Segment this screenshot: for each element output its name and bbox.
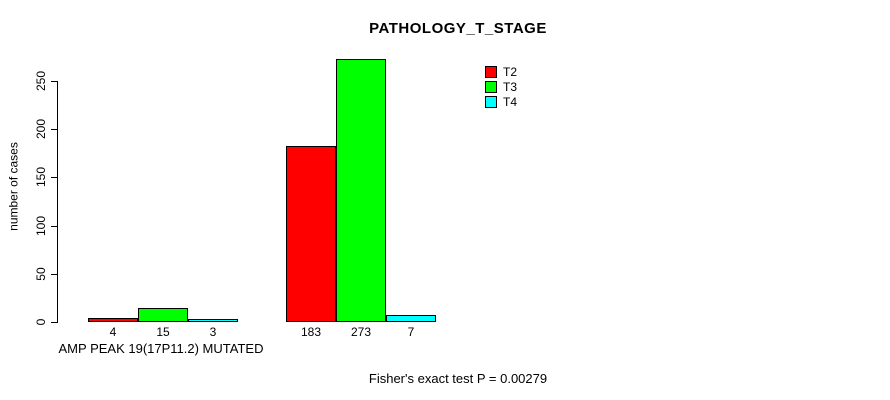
bar-T3-group1 [138, 308, 188, 322]
y-axis-tick [51, 274, 57, 275]
bar-T2-group1 [88, 318, 138, 322]
chart-title: PATHOLOGY_T_STAGE [369, 20, 547, 37]
bar-T2-group2 [286, 146, 336, 322]
y-axis-tick-label: 0 [34, 318, 48, 326]
legend-label: T2 [503, 64, 518, 79]
bar-T3-group2 [336, 59, 386, 322]
bar-value-label: 3 [209, 325, 217, 339]
legend-item-T4: T4 [485, 94, 517, 109]
statistical-test-note: Fisher's exact test P = 0.00279 [368, 371, 548, 386]
bar-value-label: 183 [300, 325, 322, 339]
legend-swatch-T3 [485, 80, 497, 93]
y-axis-tick-label: 150 [34, 166, 48, 188]
bar-value-label: 4 [109, 325, 117, 339]
y-axis-tick [51, 81, 57, 82]
bar-value-label: 15 [156, 325, 170, 339]
legend: T2 T3 T4 [485, 64, 517, 109]
y-axis-line [57, 81, 58, 323]
x-group-label: AMP PEAK 19(17P11.2) MUTATED [58, 341, 264, 356]
y-axis-tick [51, 177, 57, 178]
legend-swatch-T2 [485, 65, 497, 78]
y-axis-tick-label: 100 [34, 215, 48, 237]
bar-value-label: 273 [350, 325, 372, 339]
y-axis-title: number of cases [6, 142, 21, 231]
bar-T4-group1 [188, 319, 238, 322]
bar-T4-group2 [386, 315, 436, 322]
y-axis-tick-label: 250 [34, 70, 48, 92]
y-axis-tick [51, 226, 57, 227]
y-axis-tick [51, 322, 57, 323]
y-axis-tick [51, 129, 57, 130]
legend-label: T4 [503, 94, 518, 109]
legend-label: T3 [503, 79, 518, 94]
legend-item-T2: T2 [485, 64, 517, 79]
legend-item-T3: T3 [485, 79, 517, 94]
y-axis-tick-label: 200 [34, 118, 48, 140]
y-axis-tick-label: 50 [34, 267, 48, 281]
bar-value-label: 7 [407, 325, 415, 339]
legend-swatch-T4 [485, 95, 497, 108]
